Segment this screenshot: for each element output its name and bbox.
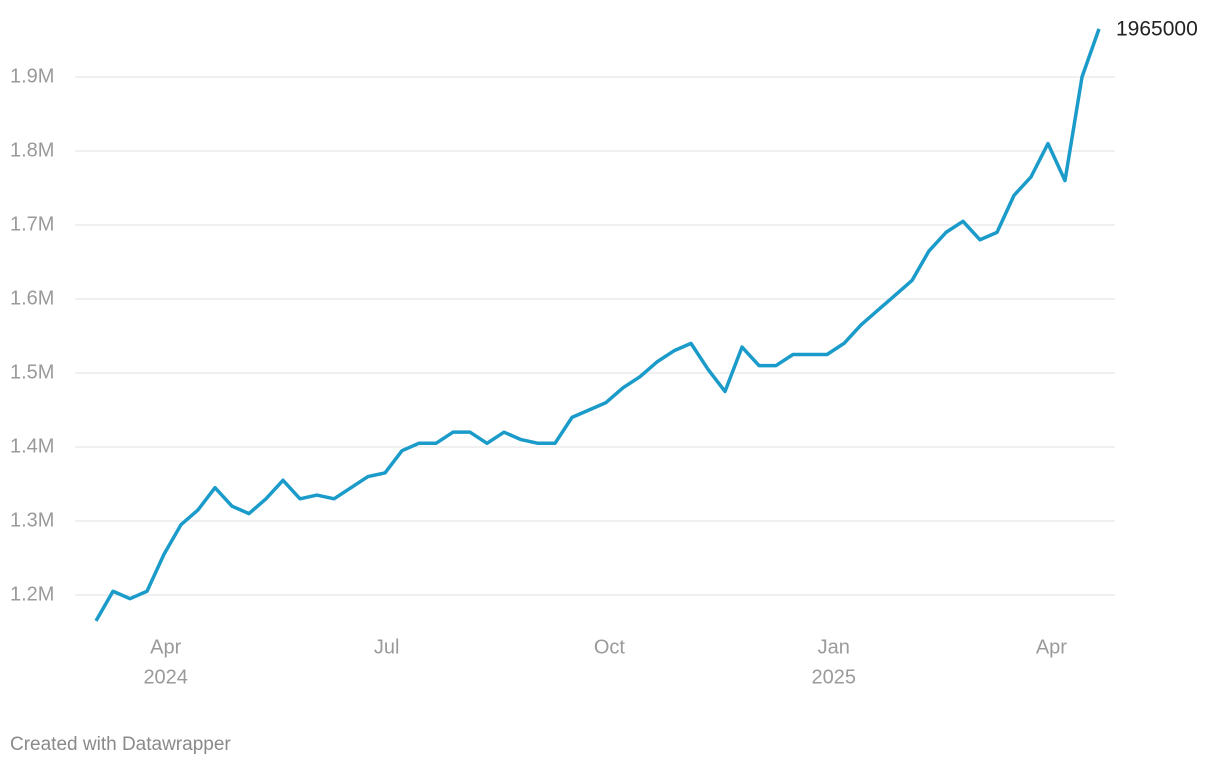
y-tick-label: 1.8M: [10, 139, 54, 161]
x-tick-label: Jul: [374, 636, 400, 658]
y-tick-label: 1.7M: [10, 213, 54, 235]
y-tick-label: 1.2M: [10, 583, 54, 605]
x-tick-label: Apr: [150, 636, 181, 658]
y-tick-label: 1.6M: [10, 287, 54, 309]
y-tick-label: 1.9M: [10, 65, 54, 87]
x-tick-label: Oct: [594, 636, 626, 658]
x-tick-sublabel: 2025: [812, 666, 857, 688]
line: [94, 28, 1101, 622]
footer: Created with Datawrapper: [10, 734, 231, 755]
x-tick-sublabel: 2024: [143, 666, 188, 688]
x-tick-label: Apr: [1036, 636, 1067, 658]
end-value-label: 1965000: [1116, 17, 1198, 40]
y-tick-label: 1.4M: [10, 435, 54, 457]
x-tick-label: Jan: [818, 636, 850, 658]
y-tick-label: 1.3M: [10, 509, 54, 531]
y-tick-label: 1.5M: [10, 361, 54, 383]
